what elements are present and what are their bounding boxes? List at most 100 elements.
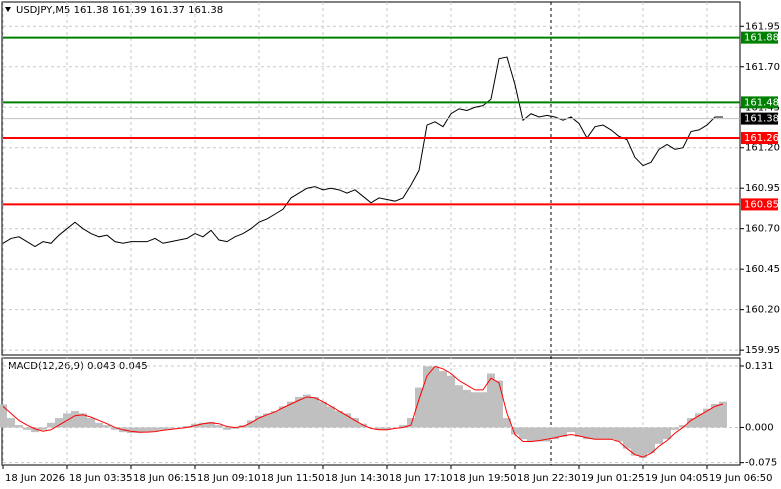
macd-bar (47, 422, 55, 428)
macd-bar (287, 401, 295, 428)
macd-bar (527, 427, 535, 442)
macd-bar (423, 366, 431, 428)
macd-bar (223, 427, 231, 430)
macd-bar (207, 421, 215, 428)
x-tick-label: 18 Jun 17:10 (389, 473, 453, 484)
level-label-bg (741, 198, 778, 211)
macd-bar (639, 427, 647, 458)
macd-bar (111, 427, 119, 430)
x-tick-label: 18 Jun 22:30 (517, 473, 581, 484)
macd-bar (295, 396, 303, 428)
x-tick-label: 18 Jun 09:10 (197, 473, 261, 484)
y-tick-label: -0.075 (745, 458, 777, 469)
macd-title: MACD(12,26,9) 0.043 0.045 (8, 361, 148, 372)
macd-bar (407, 418, 415, 428)
macd-bar (135, 427, 143, 434)
macd-bar (279, 406, 287, 428)
macd-bar (311, 396, 319, 428)
chart-title: USDJPY,M5 161.38 161.39 161.37 161.38 (16, 5, 223, 16)
macd-bar (23, 427, 31, 430)
level-label-bg (741, 132, 778, 145)
macd-bar (79, 413, 87, 428)
macd-bar (623, 427, 631, 449)
macd-bar (535, 427, 543, 442)
y-tick-label: 160.45 (745, 264, 780, 275)
macd-bar (183, 426, 191, 428)
y-tick-label: 161.95 (745, 21, 780, 32)
macd-bar (615, 427, 623, 442)
macd-bar (335, 411, 343, 428)
macd-bar (327, 406, 335, 428)
macd-bar (87, 418, 95, 428)
macd-bar (487, 373, 495, 428)
signal-line (2, 365, 724, 458)
macd-bar (495, 380, 503, 428)
level-label: 161.48 (744, 97, 779, 108)
macd-bar (503, 418, 511, 428)
y-tick-label: 160.20 (745, 305, 780, 316)
macd-bar (343, 413, 351, 428)
macd-bar (671, 427, 679, 430)
macd-bar (687, 418, 695, 428)
macd-bar (551, 427, 559, 440)
macd-bar (703, 408, 711, 428)
x-tick-label: 18 Jun 03:35 (69, 473, 133, 484)
macd-bar (31, 427, 39, 433)
macd-bar (231, 427, 239, 429)
x-tick-label: 18 Jun 11:50 (261, 473, 325, 484)
price-line (2, 56, 723, 248)
macd-bar (479, 392, 487, 428)
macd-bar (143, 427, 151, 433)
level-label-bg (741, 96, 778, 109)
macd-panel-frame (1, 357, 741, 466)
macd-bar (319, 401, 327, 428)
macd-bar (511, 427, 519, 435)
macd-bar (575, 427, 583, 437)
macd-bar (375, 427, 383, 430)
x-tick-label: 19 Jun 04:05 (645, 473, 709, 484)
macd-bar (247, 420, 255, 428)
macd-bar (711, 403, 719, 428)
menu-arrow (5, 7, 11, 12)
macd-bar (71, 411, 79, 428)
macd-bar (39, 427, 47, 430)
macd-bar (599, 427, 607, 440)
macd-bar (431, 366, 439, 428)
macd-bar (647, 427, 655, 454)
macd-bar (655, 427, 663, 444)
macd-bar (0, 404, 7, 428)
y-tick-label: 160.95 (745, 183, 780, 194)
macd-bar (591, 427, 599, 440)
x-tick-label: 19 Jun 06:50 (709, 473, 773, 484)
macd-bar (399, 425, 407, 428)
level-label-bg (741, 112, 778, 125)
macd-bar (271, 411, 279, 428)
level-label-bg (741, 31, 778, 44)
y-tick-label: 0.131 (745, 361, 774, 372)
x-tick-label: 18 Jun 06:15 (133, 473, 197, 484)
macd-bar (719, 401, 727, 428)
y-tick-label: 160.70 (745, 224, 780, 235)
macd-bar (351, 418, 359, 428)
macd-bar (15, 425, 23, 428)
macd-bar (439, 371, 447, 428)
macd-bar (559, 427, 567, 437)
macd-bar (455, 385, 463, 428)
macd-bar (199, 422, 207, 428)
level-label: 161.26 (744, 133, 779, 144)
x-tick-label: 19 Jun 01:25 (581, 473, 645, 484)
macd-bar (215, 425, 223, 428)
macd-bar (631, 427, 639, 456)
x-tick-label: 18 Jun 14:30 (325, 473, 389, 484)
macd-bar (95, 422, 103, 428)
macd-bar (255, 415, 263, 428)
y-tick-label: 0.000 (745, 422, 774, 433)
macd-bar (127, 427, 135, 434)
level-label: 161.88 (744, 33, 779, 44)
macd-bar (55, 418, 63, 428)
main-panel-frame (1, 1, 741, 356)
macd-bar (471, 392, 479, 428)
macd-bar (303, 394, 311, 428)
macd-bar (263, 413, 271, 428)
